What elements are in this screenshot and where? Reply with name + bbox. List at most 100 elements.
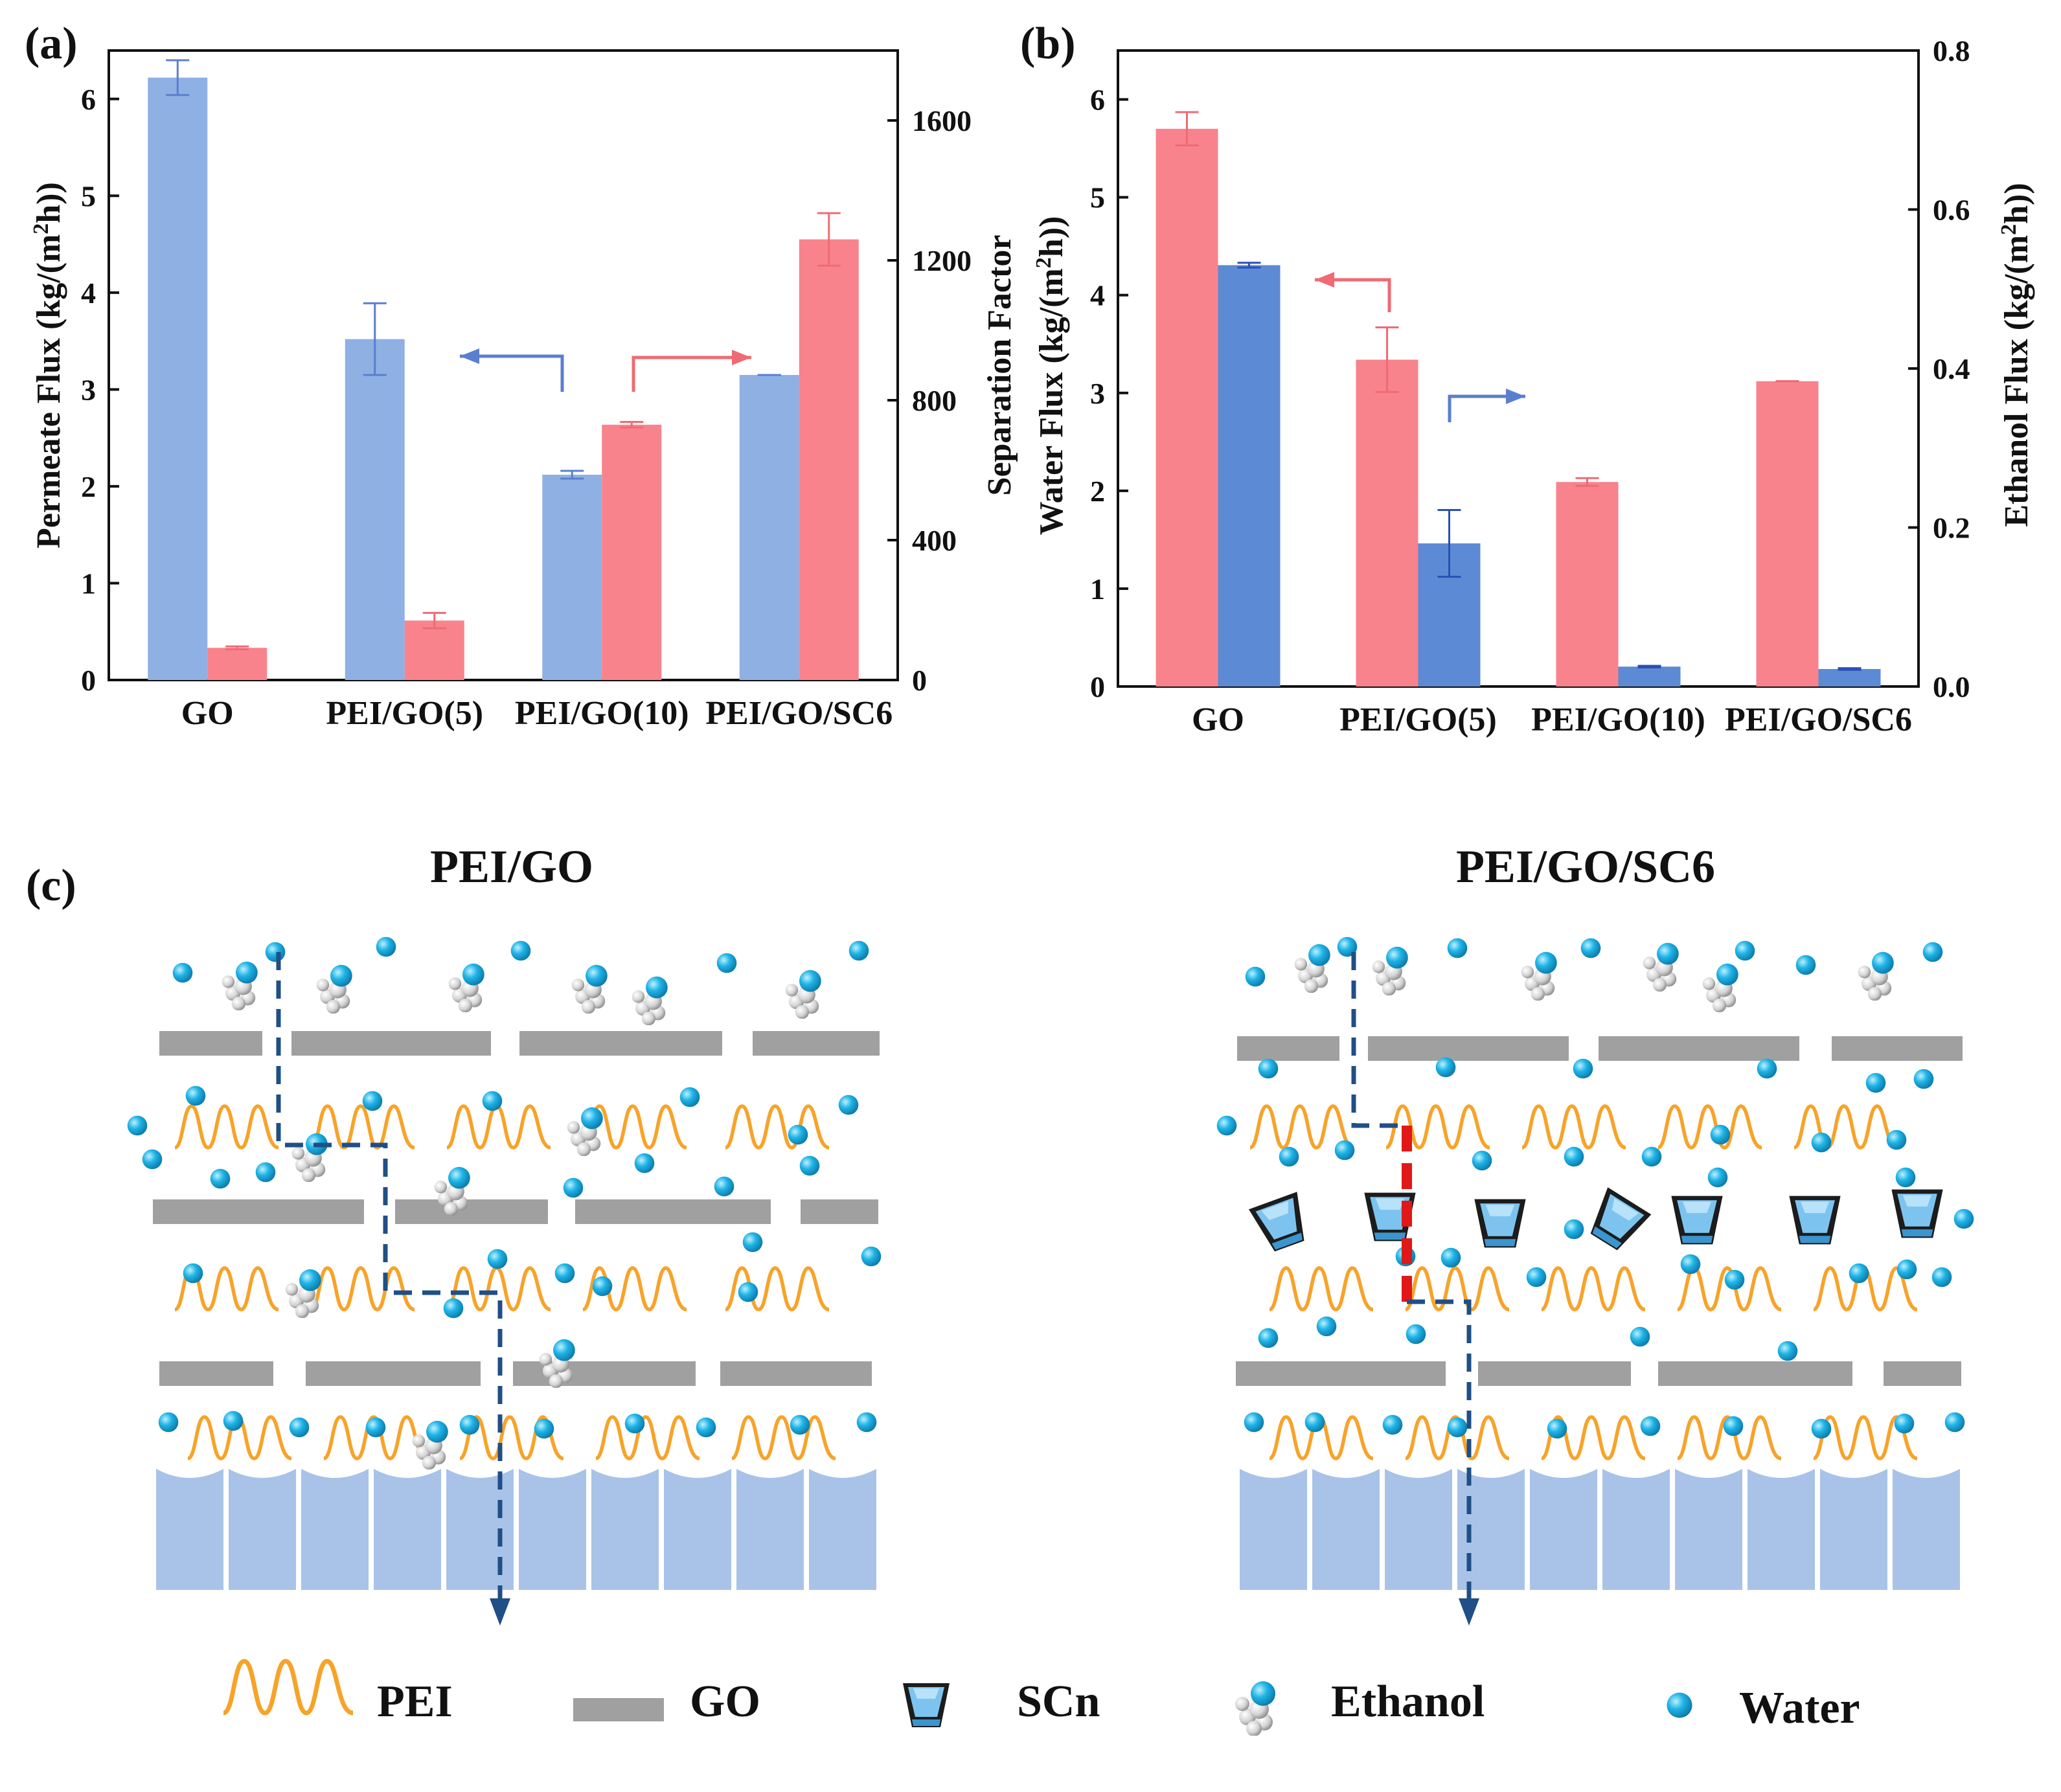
sc6-macrocycle (1582, 1187, 1652, 1256)
water-molecule (1279, 1146, 1299, 1167)
go-sheet (1658, 1361, 1852, 1386)
water-molecule (1849, 1263, 1869, 1284)
water-molecule (861, 1246, 882, 1267)
legend: PEI GO SCn Ethanol Water (223, 1661, 1860, 1736)
pei-chain (725, 1106, 829, 1148)
y-tick-label: 5 (1090, 181, 1105, 214)
chart-a: 0 1 2 3 4 5 6 0 400 800 1200 1600 GO PEI/GO(5) PEI/GO(… (29, 49, 1018, 732)
right-axis-arrow-head (1506, 389, 1525, 404)
water-molecule (158, 1412, 179, 1433)
scheme-right-title: PEI/GO/SC6 (1456, 841, 1715, 892)
category-label: PEI/GO/SC6 (705, 695, 893, 732)
category-label: PEI/GO(10) (1531, 701, 1705, 738)
y2-axis-label-part: 2 (1997, 224, 2021, 235)
water-molecule (1953, 1208, 1974, 1229)
ethanol-molecule (316, 964, 352, 1014)
water-molecule (1244, 1412, 1264, 1433)
water-molecule (1710, 1124, 1731, 1145)
bar (1556, 482, 1619, 686)
y2-tick-label: 1200 (912, 244, 972, 277)
water-molecule (742, 1232, 763, 1253)
water-transport-path (1407, 1299, 1472, 1598)
go-sheet (720, 1361, 872, 1386)
water-transport-arrowhead (1459, 1598, 1479, 1626)
substrate-pore-wall (1312, 1469, 1380, 1590)
ethanol-molecule (567, 1107, 603, 1156)
water-molecule (459, 1414, 480, 1435)
water-molecule (1735, 940, 1755, 961)
pei-chain (175, 1106, 279, 1148)
y2-axis-label: Ethanol Flux (kg/(m2h)) (1997, 183, 2036, 527)
y-axis-label: Permeate Flux (kg/(m2h)) (29, 182, 68, 549)
go-sheet (306, 1361, 481, 1386)
water-molecule (1795, 955, 1816, 975)
pei-chain (1658, 1106, 1762, 1148)
y-axis-label-part: h)) (1033, 216, 1070, 258)
water-molecule (1472, 1150, 1492, 1171)
legend-go-label: GO (690, 1677, 760, 1727)
water-molecule (185, 1085, 206, 1106)
go-sheet (159, 1031, 262, 1056)
go-sheet (395, 1199, 548, 1224)
water-molecule (563, 1177, 584, 1198)
y2-tick-label: 0.6 (1933, 194, 1970, 227)
right-axis-arrow (1448, 394, 1525, 422)
sc6-macrocycle (1891, 1189, 1943, 1238)
water-molecule (1944, 1412, 1965, 1433)
legend-pei-icon (223, 1661, 353, 1713)
water-molecule (1707, 1167, 1728, 1188)
scheme-pei-go (127, 936, 882, 1626)
y2-tick-label: 0.2 (1933, 512, 1970, 545)
category-label: GO (1192, 701, 1244, 738)
water-molecule (554, 1263, 575, 1284)
water-molecule (1564, 1219, 1584, 1240)
water-molecule (376, 936, 396, 957)
go-sheet (1599, 1036, 1799, 1061)
ethanol-molecule (632, 976, 668, 1025)
sc6-macrocycle (1671, 1196, 1723, 1245)
bar (148, 77, 208, 680)
water-molecule (1896, 1259, 1917, 1280)
left-axis-arrow-head (460, 348, 479, 364)
y-tick-label: 1 (1090, 573, 1105, 606)
y-axis-label-part: Permeate Flux (kg/(m (30, 234, 67, 549)
go-sheet (519, 1031, 722, 1056)
category-label: PEI/GO(5) (326, 695, 483, 732)
bar (1756, 381, 1819, 686)
right-axis-arrow (632, 356, 751, 392)
water-molecule (716, 953, 737, 973)
substrate-pore-wall (736, 1469, 804, 1590)
water-molecule (1811, 1132, 1832, 1153)
water-molecule (1547, 1418, 1567, 1439)
water-molecule (1382, 1414, 1403, 1435)
water-molecule (1216, 1115, 1237, 1136)
substrate-pore-wall (446, 1469, 514, 1590)
go-sheet (291, 1031, 491, 1056)
ethanol-molecule (1521, 951, 1557, 1001)
water-molecule (838, 1094, 859, 1115)
water-molecule (738, 1282, 758, 1302)
ethanol-molecule (1372, 946, 1408, 995)
bar (1356, 359, 1418, 686)
panel-b-label: (b) (1020, 19, 1076, 69)
go-sheet (1368, 1036, 1569, 1061)
sc6-macrocycle (1789, 1196, 1841, 1245)
y-tick-label: 2 (1090, 475, 1105, 508)
water-molecule (443, 1298, 464, 1319)
y-tick-label: 4 (81, 277, 96, 310)
water-molecule (1334, 1140, 1355, 1161)
water-molecule (1258, 1328, 1279, 1348)
sc6-macrocycle (1474, 1199, 1526, 1248)
ethanol-molecule (448, 963, 484, 1012)
legend-scn-icon (903, 1683, 950, 1727)
y-tick-label: 3 (81, 373, 96, 406)
y-tick-label: 0 (81, 664, 96, 697)
water-molecule (365, 1417, 386, 1438)
scheme-left-title: PEI/GO (430, 841, 593, 892)
y2-axis-label: Separation Factor (981, 235, 1018, 496)
substrate-pore-wall (591, 1469, 659, 1590)
water-molecule (1865, 1072, 1886, 1093)
ethanol-molecule (1294, 944, 1330, 993)
bar (345, 339, 405, 680)
y-tick-label: 3 (1090, 377, 1105, 410)
